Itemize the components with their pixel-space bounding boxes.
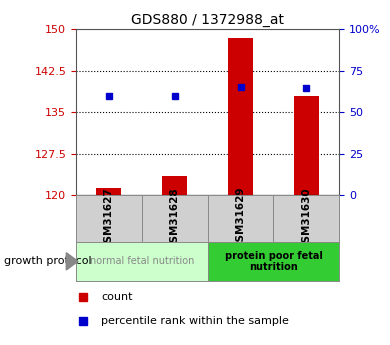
Bar — [96, 188, 121, 195]
Text: GSM31629: GSM31629 — [236, 187, 246, 249]
Text: protein poor fetal
nutrition: protein poor fetal nutrition — [225, 250, 323, 272]
Title: GDS880 / 1372988_at: GDS880 / 1372988_at — [131, 13, 284, 27]
Text: growth protocol: growth protocol — [4, 256, 92, 266]
Text: GSM31628: GSM31628 — [170, 187, 180, 249]
Text: GSM31627: GSM31627 — [104, 187, 114, 249]
Text: GSM31630: GSM31630 — [301, 187, 311, 249]
Text: percentile rank within the sample: percentile rank within the sample — [101, 316, 289, 326]
Bar — [294, 96, 319, 195]
Text: normal fetal nutrition: normal fetal nutrition — [90, 256, 194, 266]
Bar — [228, 38, 253, 195]
Text: count: count — [101, 292, 133, 302]
Bar — [162, 176, 187, 195]
